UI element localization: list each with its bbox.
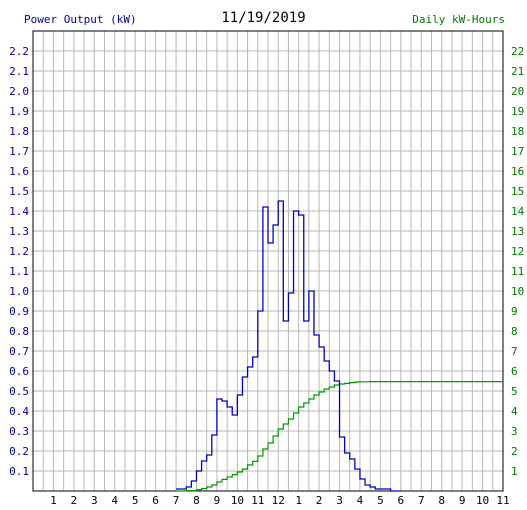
x-tick-label: 5 (132, 494, 139, 507)
y-tick-label: 1.1 (9, 265, 29, 278)
y2-tick-label: 4 (511, 405, 518, 418)
x-tick-label: 2 (71, 494, 78, 507)
y-tick-label: 0.4 (9, 405, 29, 418)
y-tick-label: 0.6 (9, 365, 29, 378)
x-tick-label: 10 (231, 494, 244, 507)
x-tick-label: 4 (357, 494, 364, 507)
x-tick-label: 7 (418, 494, 425, 507)
y-tick-label: 0.8 (9, 325, 29, 338)
x-tick-label: 9 (459, 494, 466, 507)
y2-tick-label: 16 (511, 165, 524, 178)
y-tick-label: 1.0 (9, 285, 29, 298)
x-tick-label: 3 (336, 494, 343, 507)
y-tick-label: 1.4 (9, 205, 29, 218)
y2-tick-label: 17 (511, 145, 524, 158)
y2-tick-label: 5 (511, 385, 518, 398)
y2-tick-label: 9 (511, 305, 518, 318)
y2-tick-label: 12 (511, 245, 524, 258)
x-tick-label: 5 (377, 494, 384, 507)
x-tick-label: 9 (214, 494, 221, 507)
y-tick-label: 1.2 (9, 245, 29, 258)
y2-tick-label: 19 (511, 105, 524, 118)
y2-tick-label: 18 (511, 125, 524, 138)
y-tick-label: 0.3 (9, 425, 29, 438)
y2-tick-label: 21 (511, 65, 524, 78)
x-tick-label: 8 (438, 494, 445, 507)
x-tick-label: 7 (173, 494, 180, 507)
left-axis-title: Power Output (kW) (24, 13, 137, 26)
y-tick-label: 0.2 (9, 445, 29, 458)
y-tick-label: 0.5 (9, 385, 29, 398)
x-tick-label: 12 (272, 494, 285, 507)
y-tick-label: 1.6 (9, 165, 29, 178)
right-axis-title: Daily kW-Hours (412, 13, 505, 26)
y2-tick-label: 8 (511, 325, 518, 338)
y-tick-label: 2.1 (9, 65, 29, 78)
x-tick-label: 6 (152, 494, 159, 507)
y2-tick-label: 20 (511, 85, 524, 98)
y-tick-label: 1.3 (9, 225, 29, 238)
y2-tick-label: 15 (511, 185, 524, 198)
y2-tick-label: 2 (511, 445, 518, 458)
x-tick-label: 2 (316, 494, 323, 507)
chart-title: 11/19/2019 (221, 10, 306, 26)
y-tick-label: 2.0 (9, 85, 29, 98)
y2-tick-label: 11 (511, 265, 524, 278)
x-tick-label: 4 (111, 494, 118, 507)
y-tick-label: 1.9 (9, 105, 29, 118)
x-tick-label: 11 (251, 494, 264, 507)
y2-tick-label: 6 (511, 365, 518, 378)
x-tick-label: 6 (398, 494, 405, 507)
y2-tick-label: 1 (511, 465, 518, 478)
series-line-power-output (176, 200, 401, 492)
y-tick-label: 0.9 (9, 305, 29, 318)
y-tick-label: 2.2 (9, 45, 29, 58)
x-tick-label: 10 (476, 494, 489, 507)
x-tick-label: 3 (91, 494, 98, 507)
x-tick-label: 8 (193, 494, 200, 507)
y2-tick-label: 10 (511, 285, 524, 298)
plot-frame (32, 30, 504, 492)
y2-tick-label: 7 (511, 345, 518, 358)
y-tick-label: 0.1 (9, 465, 29, 478)
y2-tick-label: 14 (511, 205, 525, 218)
x-tick-label: 11 (496, 494, 509, 507)
x-tick-label: 1 (295, 494, 302, 507)
y2-tick-label: 13 (511, 225, 524, 238)
y-tick-label: 1.7 (9, 145, 29, 158)
y-tick-label: 1.8 (9, 125, 29, 138)
y-tick-label: 0.7 (9, 345, 29, 358)
y2-tick-label: 22 (511, 45, 524, 58)
y2-tick-label: 3 (511, 425, 518, 438)
x-tick-label: 1 (50, 494, 57, 507)
y-tick-label: 1.5 (9, 185, 29, 198)
